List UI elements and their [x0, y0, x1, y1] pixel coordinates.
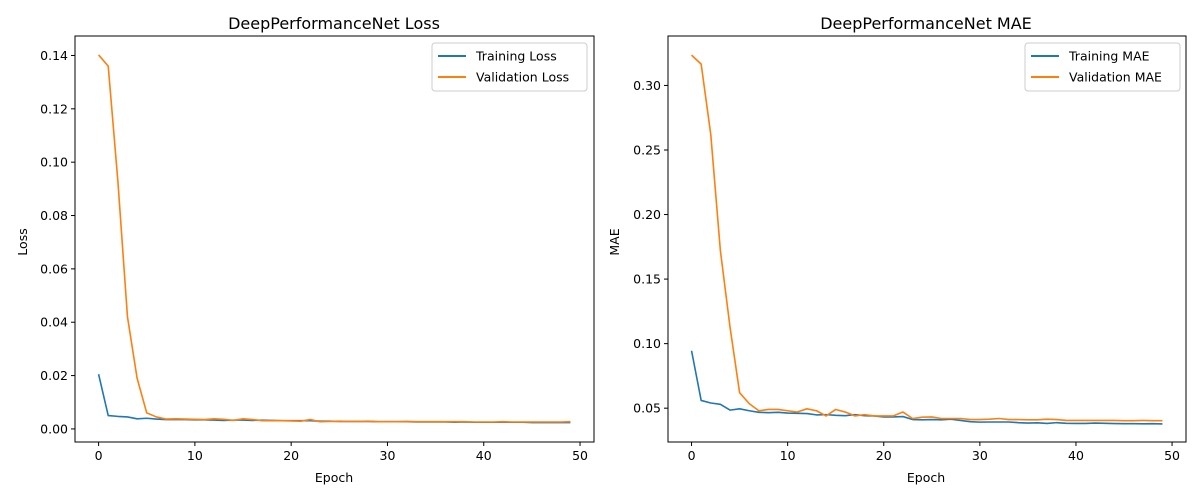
legend-label-validation-loss: Validation Loss — [476, 70, 569, 85]
y-tick-label: 0.14 — [40, 48, 68, 63]
chart-mae-title: DeepPerformanceNet MAE — [820, 14, 1032, 33]
chart-mae-ticks: 0 10 20 30 40 50 0.05 0.10 0.15 0.20 0.25 0.30 — [633, 78, 1180, 463]
chart-loss: DeepPerformanceNet Loss Epoch Loss 0 10 20… — [15, 14, 595, 485]
y-tick-label: 0.30 — [633, 78, 661, 93]
series-line-validation-loss — [97, 54, 571, 423]
chart-loss-lines — [97, 54, 571, 424]
chart-loss-title: DeepPerformanceNet Loss — [228, 14, 440, 33]
chart-loss-legend: Training Loss Validation Loss — [431, 42, 588, 92]
x-tick-label: 0 — [688, 448, 696, 463]
chart-loss-xlabel: Epoch — [315, 470, 353, 485]
y-tick-label: 0.25 — [633, 142, 661, 157]
y-tick-label: 0.00 — [40, 421, 68, 436]
y-tick-label: 0.02 — [40, 368, 68, 383]
chart-mae-ylabel: MAE — [607, 228, 622, 255]
legend-label-validation-mae: Validation MAE — [1069, 70, 1162, 85]
series-line-validation-mae — [691, 54, 1163, 422]
chart-mae: DeepPerformanceNet MAE Epoch MAE 0 10 20 30… — [607, 14, 1187, 485]
chart-loss-frame — [74, 35, 595, 443]
x-tick-label: 20 — [876, 448, 892, 463]
chart-mae-xlabel: Epoch — [907, 470, 945, 485]
x-tick-label: 40 — [476, 448, 492, 463]
legend-label-training-loss: Training Loss — [475, 49, 557, 64]
y-tick-label: 0.10 — [633, 336, 661, 351]
y-tick-label: 0.10 — [40, 155, 68, 170]
chart-mae-legend-box — [1024, 42, 1181, 92]
y-tick-label: 0.06 — [40, 261, 68, 276]
chart-mae-lines — [690, 54, 1163, 425]
y-tick-label: 0.12 — [40, 101, 68, 116]
x-tick-label: 50 — [572, 448, 588, 463]
x-tick-label: 10 — [780, 448, 796, 463]
y-tick-label: 0.04 — [40, 315, 68, 330]
chart-loss-ylabel: Loss — [15, 228, 30, 255]
chart-loss-ticks: 0 10 20 30 40 50 0.00 0.02 0.04 0.06 0.08 0.10 0.12 0… — [40, 48, 588, 463]
y-tick-label: 0.20 — [633, 207, 661, 222]
x-tick-label: 20 — [283, 448, 299, 463]
y-tick-label: 0.08 — [40, 208, 68, 223]
x-tick-label: 30 — [380, 448, 396, 463]
series-line-training-mae — [690, 350, 1163, 425]
y-tick-label: 0.05 — [633, 401, 661, 416]
x-tick-label: 50 — [1164, 448, 1180, 463]
x-tick-label: 0 — [95, 448, 103, 463]
x-tick-label: 10 — [187, 448, 203, 463]
y-tick-label: 0.15 — [633, 272, 661, 287]
chart-mae-frame — [667, 35, 1187, 443]
x-tick-label: 40 — [1068, 448, 1084, 463]
chart-mae-legend: Training MAE Validation MAE — [1024, 42, 1181, 92]
legend-label-training-mae: Training MAE — [1068, 49, 1150, 64]
chart-loss-legend-box — [431, 42, 588, 92]
x-tick-label: 30 — [972, 448, 988, 463]
